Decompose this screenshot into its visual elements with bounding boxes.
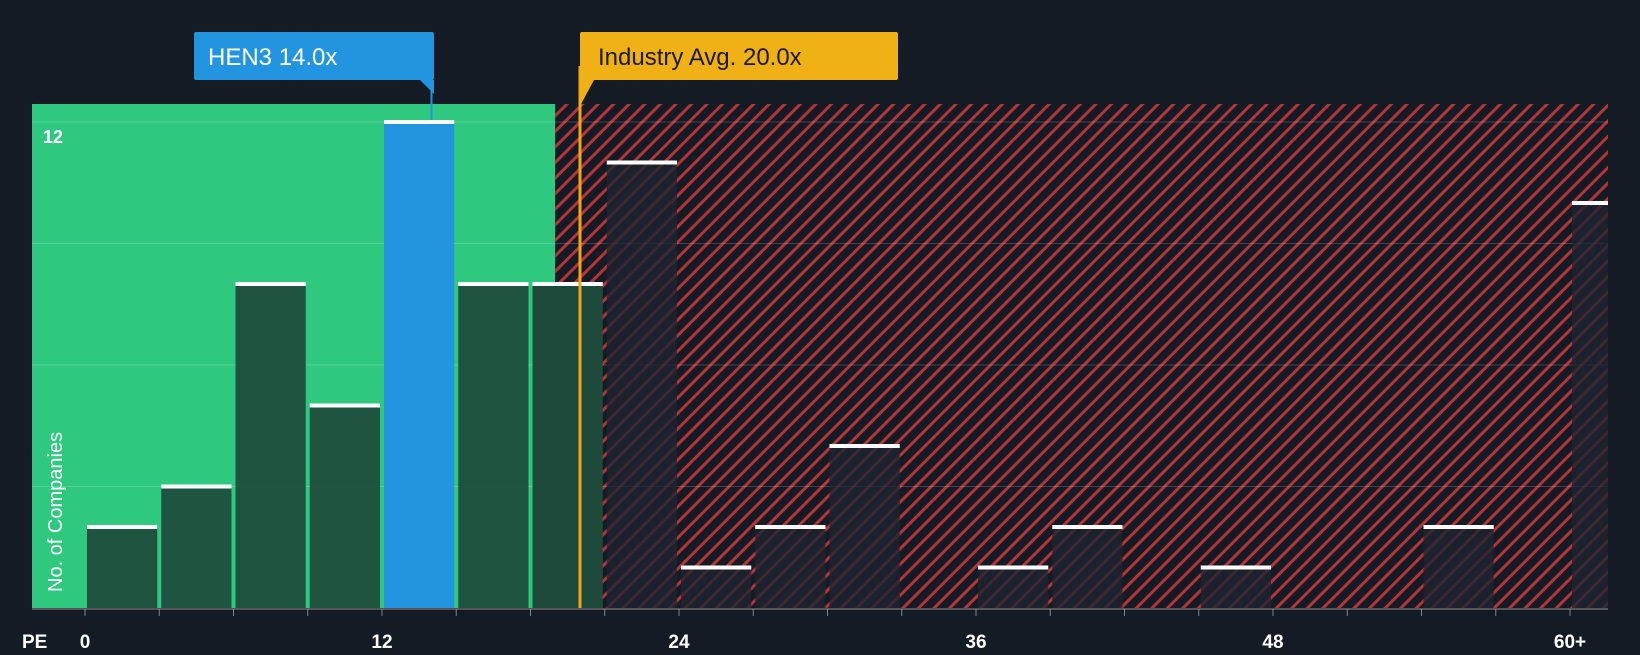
bar-cap [681, 565, 752, 570]
company-callout-label: HEN3 14.0x [208, 44, 337, 71]
bar-cap [309, 403, 380, 408]
bar [1052, 527, 1123, 608]
y-axis-label: No. of Companies [45, 432, 67, 592]
bar [755, 527, 826, 608]
bar [87, 527, 158, 608]
bar [606, 162, 677, 608]
bar-cap [1572, 201, 1608, 205]
bar-cap [1200, 565, 1271, 570]
bar-cap [87, 525, 158, 529]
bar [458, 284, 529, 608]
bar-cap [755, 525, 826, 529]
bar [829, 446, 900, 608]
industry-callout-pointer [580, 80, 594, 106]
bar [978, 567, 1049, 608]
x-tick-label: 48 [1262, 632, 1283, 650]
x-tick-label: 0 [80, 632, 91, 650]
bar-cap [384, 120, 455, 124]
x-tick-label: 24 [668, 632, 690, 650]
x-tick-label: 12 [371, 632, 392, 650]
bar [1200, 567, 1271, 608]
bar-cap [532, 282, 603, 286]
x-tick-label: 36 [965, 632, 986, 650]
bar-cap [161, 484, 232, 489]
bar-cap [1423, 525, 1494, 529]
bar-cap [606, 160, 677, 165]
industry-callout-box [580, 32, 898, 80]
bar-cap [829, 444, 900, 448]
bar [532, 284, 603, 608]
overvalued-zone-hatch [555, 104, 1608, 608]
bar [235, 284, 306, 608]
bar-cap [978, 565, 1049, 570]
company-callout-pointer [420, 80, 434, 94]
y-tick-label: 12 [43, 127, 63, 147]
bar-cap [235, 282, 306, 286]
bar [1423, 527, 1494, 608]
bar-highlight [384, 122, 455, 608]
x-tick-label: 60+ [1554, 632, 1586, 650]
bars-group [87, 120, 1608, 608]
bar-cap [1052, 525, 1123, 529]
industry-callout-label: Industry Avg. 20.0x [598, 44, 802, 71]
bar [1572, 203, 1608, 608]
bar-cap [458, 282, 529, 286]
bar [309, 405, 380, 608]
company-callout-box [194, 32, 434, 80]
bar [681, 567, 752, 608]
x-axis-label: PE [22, 632, 47, 650]
bar [161, 486, 232, 608]
